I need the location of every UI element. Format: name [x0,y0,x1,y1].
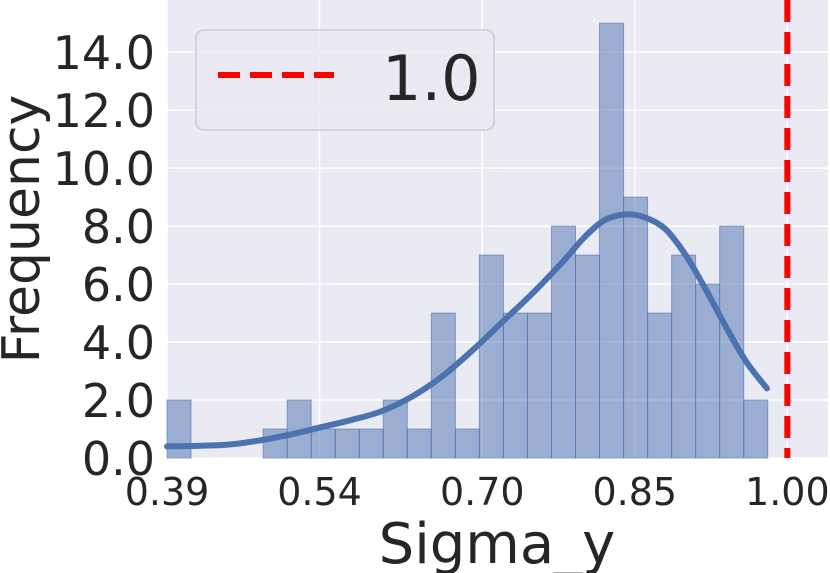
histogram-bar-7 [334,428,360,459]
x-axis-label: Sigma_y [379,512,616,573]
y-tick-label-2: 4.0 [82,316,155,370]
histogram-bars [166,22,769,459]
histogram-bar-18 [599,22,625,459]
x-tick-label-2: 0.70 [440,470,525,514]
histogram-bar-10 [406,428,432,459]
histogram-bar-15 [526,312,552,459]
y-axis-label: Frequency [0,95,52,364]
y-tick-label-6: 12.0 [53,84,155,138]
histogram-bar-11 [430,312,456,459]
y-tick-labels: 0.02.04.06.08.010.012.014.0 [53,26,155,486]
y-tick-label-5: 10.0 [53,142,155,196]
x-tick-labels: 0.39 0.54 0.70 0.85 1.00 [125,470,830,514]
histogram-bar-21 [671,254,697,459]
y-tick-label-0: 0.0 [82,432,155,486]
legend-label: 1.0 [382,42,481,115]
y-tick-label-7: 14.0 [53,26,155,80]
histogram-bar-20 [647,312,673,459]
y-tick-label-1: 2.0 [82,374,155,428]
histogram-bar-14 [502,312,528,459]
y-tick-label-4: 8.0 [82,200,155,254]
histogram-bar-4 [262,428,288,459]
x-tick-label-1: 0.54 [277,470,362,514]
histogram-bar-24 [743,399,769,459]
histogram-bar-12 [454,428,480,459]
histogram-bar-6 [310,428,336,459]
legend: 1.0 [195,29,495,131]
histogram-bar-17 [575,254,601,459]
x-tick-label-3: 0.85 [592,470,677,514]
x-tick-label-0: 0.39 [125,470,210,514]
y-tick-label-3: 6.0 [82,258,155,312]
kde-curve [164,211,770,450]
legend-box [195,29,495,131]
histogram-bar-8 [358,428,384,459]
x-tick-label-4: 1.00 [745,470,830,514]
histogram-bar-13 [478,254,504,459]
histogram-bar-19 [623,196,649,459]
